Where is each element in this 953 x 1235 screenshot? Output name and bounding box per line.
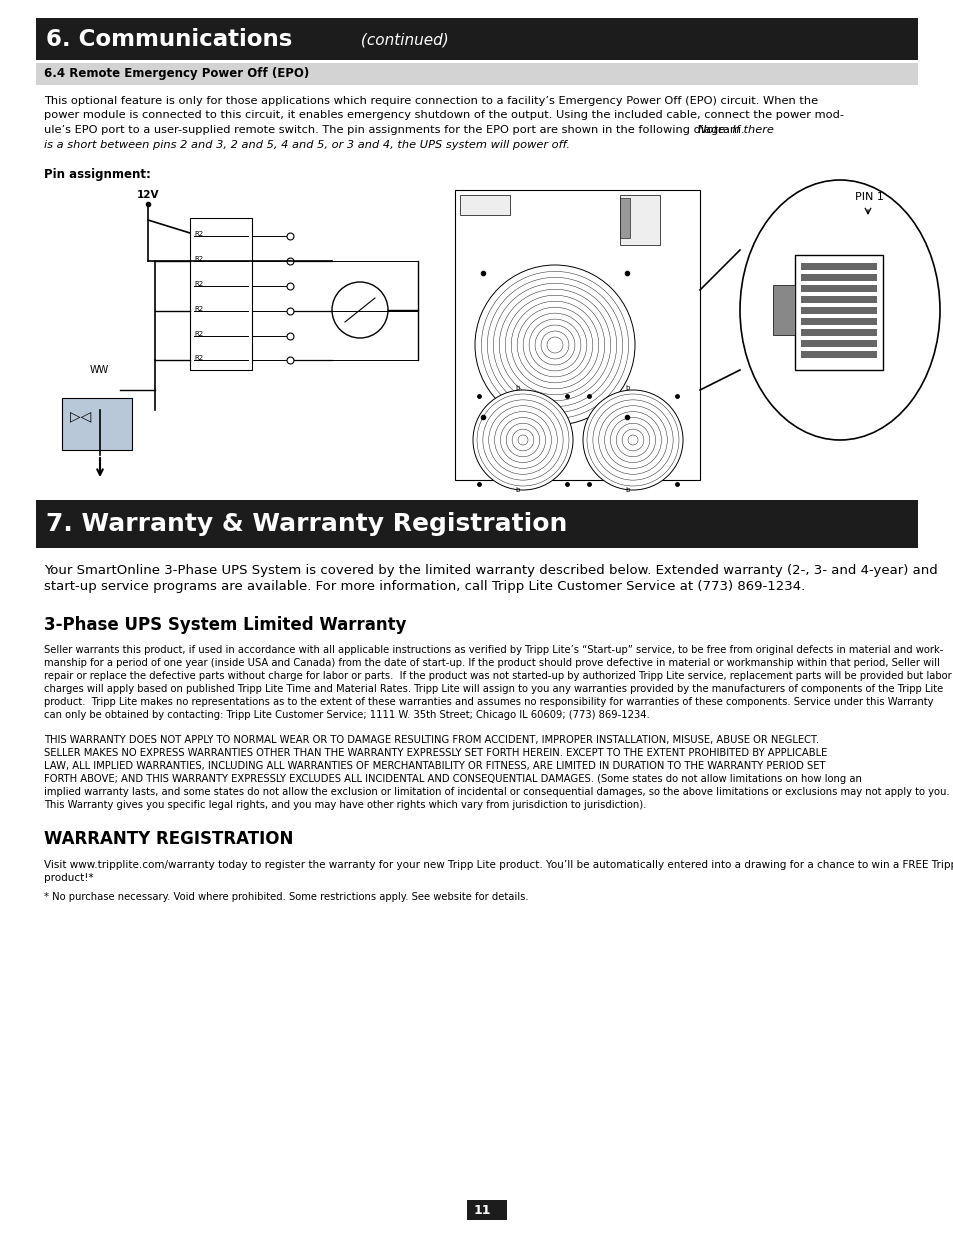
Text: Note: If there: Note: If there <box>698 125 773 135</box>
Text: product!*: product!* <box>44 873 93 883</box>
Text: can only be obtained by contacting: Tripp Lite Customer Service; 1111 W. 35th St: can only be obtained by contacting: Trip… <box>44 710 649 720</box>
Text: implied warranty lasts, and some states do not allow the exclusion or limitation: implied warranty lasts, and some states … <box>44 787 948 797</box>
Text: 12V: 12V <box>136 190 159 200</box>
Text: Your SmartOnline 3-Phase UPS System is covered by the limited warranty described: Your SmartOnline 3-Phase UPS System is c… <box>44 564 937 577</box>
Text: b: b <box>515 487 518 493</box>
Text: R2: R2 <box>193 306 203 312</box>
Bar <box>801 317 876 325</box>
Text: charges will apply based on published Tripp Lite Time and Material Rates. Tripp : charges will apply based on published Tr… <box>44 684 943 694</box>
Bar <box>62 398 132 450</box>
Bar <box>190 219 252 370</box>
Text: R2: R2 <box>193 331 203 337</box>
Bar <box>801 285 876 291</box>
Bar <box>467 1200 506 1220</box>
Text: (continued): (continued) <box>355 32 448 47</box>
Text: ▷◁: ▷◁ <box>70 409 91 424</box>
Text: Pin assignment:: Pin assignment: <box>44 168 151 182</box>
Text: 11: 11 <box>473 1203 490 1216</box>
Text: b: b <box>515 385 518 391</box>
Bar <box>801 340 876 347</box>
Circle shape <box>332 282 388 338</box>
Bar <box>619 195 659 245</box>
Bar <box>801 308 876 314</box>
Text: This optional feature is only for those applications which require connection to: This optional feature is only for those … <box>44 96 818 106</box>
Circle shape <box>473 390 573 490</box>
Bar <box>36 500 917 548</box>
Text: repair or replace the defective parts without charge for labor or parts.  If the: repair or replace the defective parts wi… <box>44 671 951 680</box>
Text: WARRANTY REGISTRATION: WARRANTY REGISTRATION <box>44 830 294 848</box>
Bar <box>459 195 510 215</box>
Text: is a short between pins 2 and 3, 2 and 5, 4 and 5, or 3 and 4, the UPS system wi: is a short between pins 2 and 3, 2 and 5… <box>44 140 569 149</box>
Text: 6.4 Remote Emergency Power Off (EPO): 6.4 Remote Emergency Power Off (EPO) <box>44 68 309 80</box>
Text: LAW, ALL IMPLIED WARRANTIES, INCLUDING ALL WARRANTIES OF MERCHANTABILITY OR FITN: LAW, ALL IMPLIED WARRANTIES, INCLUDING A… <box>44 761 824 771</box>
Text: THIS WARRANTY DOES NOT APPLY TO NORMAL WEAR OR TO DAMAGE RESULTING FROM ACCIDENT: THIS WARRANTY DOES NOT APPLY TO NORMAL W… <box>44 735 819 745</box>
Circle shape <box>582 390 682 490</box>
Text: product.  Tripp Lite makes no representations as to the extent of these warranti: product. Tripp Lite makes no representat… <box>44 697 933 706</box>
Text: WW: WW <box>90 366 110 375</box>
Text: manship for a period of one year (inside USA and Canada) from the date of start-: manship for a period of one year (inside… <box>44 658 939 668</box>
Bar <box>801 351 876 358</box>
Bar <box>801 274 876 282</box>
Bar <box>801 263 876 270</box>
Bar <box>455 190 700 480</box>
Text: b: b <box>624 487 629 493</box>
Ellipse shape <box>740 180 939 440</box>
Text: R2: R2 <box>193 256 203 262</box>
Circle shape <box>475 266 635 425</box>
Text: SELLER MAKES NO EXPRESS WARRANTIES OTHER THAN THE WARRANTY EXPRESSLY SET FORTH H: SELLER MAKES NO EXPRESS WARRANTIES OTHER… <box>44 748 826 758</box>
Text: PIN 1: PIN 1 <box>854 191 882 203</box>
Text: R2: R2 <box>193 231 203 237</box>
Bar <box>772 285 794 335</box>
Text: FORTH ABOVE; AND THIS WARRANTY EXPRESSLY EXCLUDES ALL INCIDENTAL AND CONSEQUENTI: FORTH ABOVE; AND THIS WARRANTY EXPRESSLY… <box>44 774 861 784</box>
Bar <box>36 19 917 61</box>
Text: R2: R2 <box>193 354 203 361</box>
Bar <box>801 329 876 336</box>
Text: 7. Warranty & Warranty Registration: 7. Warranty & Warranty Registration <box>46 513 567 536</box>
Bar <box>794 254 882 370</box>
Bar <box>801 296 876 303</box>
Text: 6. Communications: 6. Communications <box>46 27 292 51</box>
Text: Seller warrants this product, if used in accordance with all applicable instruct: Seller warrants this product, if used in… <box>44 645 943 655</box>
Text: Visit www.tripplite.com/warranty today to register the warranty for your new Tri: Visit www.tripplite.com/warranty today t… <box>44 860 953 869</box>
Text: This Warranty gives you specific legal rights, and you may have other rights whi: This Warranty gives you specific legal r… <box>44 800 646 810</box>
Text: b: b <box>624 385 629 391</box>
Text: R2: R2 <box>193 282 203 287</box>
Text: power module is connected to this circuit, it enables emergency shutdown of the : power module is connected to this circui… <box>44 110 843 121</box>
Bar <box>36 63 917 85</box>
Text: start-up service programs are available. For more information, call Tripp Lite C: start-up service programs are available.… <box>44 580 804 593</box>
Text: * No purchase necessary. Void where prohibited. Some restrictions apply. See web: * No purchase necessary. Void where proh… <box>44 892 528 902</box>
Bar <box>619 198 629 238</box>
Text: 3-Phase UPS System Limited Warranty: 3-Phase UPS System Limited Warranty <box>44 616 406 634</box>
Text: ule’s EPO port to a user-supplied remote switch. The pin assignments for the EPO: ule’s EPO port to a user-supplied remote… <box>44 125 747 135</box>
